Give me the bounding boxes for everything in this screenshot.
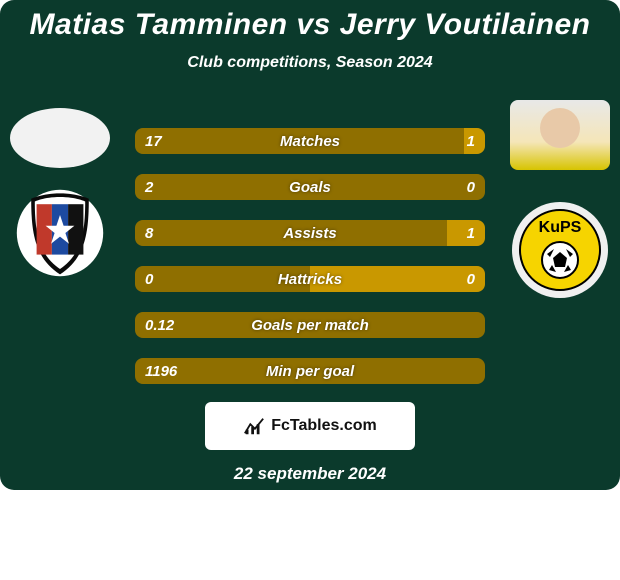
left-player-column (0, 100, 120, 278)
stat-label: Assists (135, 220, 485, 246)
stat-value-right: 0 (457, 266, 485, 292)
page-title: Matias Tamminen vs Jerry Voutilainen (0, 8, 620, 42)
stat-row: Hattricks0 0 (135, 266, 485, 292)
stat-label: Matches (135, 128, 485, 154)
svg-text:KuPS: KuPS (539, 219, 582, 236)
stat-value-right: 1 (457, 220, 485, 246)
attribution-text: FcTables.com (271, 417, 377, 435)
stat-label: Goals per match (135, 312, 485, 338)
stat-label: Hattricks (135, 266, 485, 292)
right-player-column: KuPS (500, 100, 620, 300)
content-area: KuPS Matches17 1 Goals2 0 Assists8 1 Hattricks… (0, 100, 620, 484)
club-badge-inter-turku (15, 188, 105, 278)
stat-value-right (465, 312, 485, 338)
stat-value-left: 8 (135, 220, 163, 246)
stat-value-left: 17 (135, 128, 172, 154)
stats-bars: Matches171Goals20Assists81Hattricks00Goa… (135, 100, 485, 384)
subtitle: Club competitions, Season 2024 (0, 54, 620, 72)
stat-row: Goals per match0.12 (135, 312, 485, 338)
stat-value-left: 1196 (135, 358, 187, 384)
stat-row: Min per goal1196 (135, 358, 485, 384)
stat-label: Goals (135, 174, 485, 200)
stat-row: Assists8 1 (135, 220, 485, 246)
stat-value-right: 0 (457, 174, 485, 200)
attribution-badge: FcTables.com (205, 402, 415, 450)
player-avatar-placeholder (10, 108, 110, 168)
player-avatar-photo (510, 100, 610, 170)
stat-row: Goals2 0 (135, 174, 485, 200)
stat-value-left: 2 (135, 174, 163, 200)
stat-value-right: 1 (457, 128, 485, 154)
stat-value-right (465, 358, 485, 384)
stat-value-left: 0.12 (135, 312, 184, 338)
stat-row: Matches17 1 (135, 128, 485, 154)
chart-icon (243, 415, 265, 437)
comparison-card: Matias Tamminen vs Jerry Voutilainen Clu… (0, 0, 620, 490)
club-badge-kups: KuPS (510, 200, 610, 300)
date-label: 22 september 2024 (0, 464, 620, 484)
stat-label: Min per goal (135, 358, 485, 384)
stat-value-left: 0 (135, 266, 163, 292)
